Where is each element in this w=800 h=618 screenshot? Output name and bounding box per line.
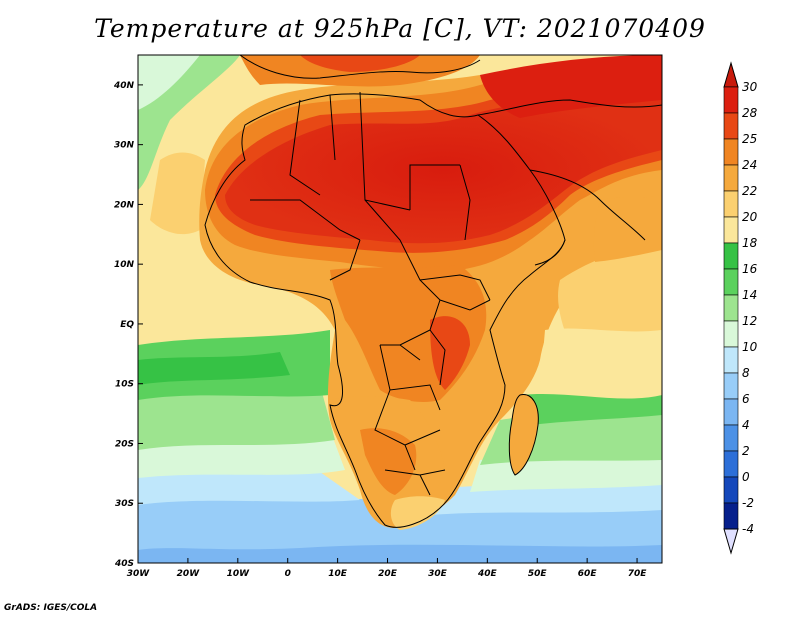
colorbar-swatch	[723, 346, 739, 374]
colorbar-swatch	[723, 398, 739, 426]
x-tick-label: 50E	[528, 569, 548, 579]
y-tick-label: 10N	[114, 260, 135, 270]
colorbar-label: 14	[742, 288, 757, 302]
colorbar-swatch	[723, 190, 739, 218]
colorbar-swatch	[723, 372, 739, 400]
colorbar-swatch	[723, 242, 739, 270]
country-borders	[204, 55, 662, 528]
map-title: Temperature at 925hPa [C], VT: 202107040…	[94, 14, 706, 43]
colorbar-label: 18	[742, 236, 758, 250]
x-tick-label: 0	[285, 569, 291, 579]
colorbar-label: 20	[742, 210, 758, 224]
latitude-axis: 40N 30N 20N 10N EQ 10S 20S 30S 40S	[113, 81, 143, 569]
colorbar-label: 10	[742, 340, 758, 354]
colorbar-top-arrow	[723, 61, 739, 88]
x-tick-label: 30E	[428, 569, 448, 579]
colorbar-swatch	[723, 424, 739, 452]
temperature-field	[138, 55, 662, 563]
map-frame	[137, 54, 663, 564]
colorbar-swatch	[723, 320, 739, 348]
x-tick-label: 60E	[578, 569, 598, 579]
colorbar-label: 6	[742, 392, 750, 406]
y-tick-label: EQ	[120, 320, 134, 330]
colorbar-label: 12	[742, 314, 757, 328]
x-tick-label: 20W	[177, 569, 201, 579]
colorbar-swatch	[723, 476, 739, 504]
colorbar-label: -2	[742, 496, 754, 510]
colorbar-swatch	[723, 112, 739, 140]
colorbar-label: 4	[742, 418, 750, 432]
colorbar-label: 25	[742, 132, 757, 146]
colorbar-label: 16	[742, 262, 758, 276]
colorbar-swatch	[723, 502, 739, 530]
colorbar-bottom-arrow	[723, 528, 739, 555]
x-tick-label: 30W	[127, 569, 151, 579]
colorbar-swatch	[723, 164, 739, 192]
colorbar-label: -4	[742, 522, 754, 536]
grads-credit: GrADS: IGES/COLA	[4, 603, 98, 613]
colorbar-label: 22	[742, 184, 757, 198]
colorbar-label: 2	[742, 444, 750, 458]
colorbar-swatch	[723, 268, 739, 296]
x-tick-label: 10E	[328, 569, 348, 579]
y-tick-label: 20N	[114, 200, 135, 210]
y-tick-label: 20S	[115, 439, 134, 449]
colorbar-swatch	[723, 294, 739, 322]
x-tick-label: 10W	[227, 569, 251, 579]
y-tick-label: 10S	[115, 380, 134, 390]
colorbar-swatch	[723, 86, 739, 114]
colorbar-swatch	[723, 450, 739, 478]
colorbar-label: 30	[742, 80, 758, 94]
colorbar-label: 24	[742, 158, 757, 172]
colorbar-label: 8	[742, 366, 750, 380]
x-tick-label: 70E	[628, 569, 648, 579]
colorbar-label: 0	[742, 470, 750, 484]
y-tick-label: 40S	[114, 559, 134, 569]
colorbar-swatch	[723, 216, 739, 244]
y-tick-label: 30N	[114, 141, 135, 151]
colorbar-label: 28	[742, 106, 758, 120]
y-tick-label: 40N	[113, 81, 135, 91]
colorbar-swatch	[723, 138, 739, 166]
x-tick-label: 20E	[378, 569, 398, 579]
y-tick-label: 30S	[115, 499, 134, 509]
longitude-axis: 30W 20W 10W 0 10E 20E 30E 40E 50E 60E 70E	[127, 558, 647, 579]
x-tick-label: 40E	[477, 569, 498, 579]
